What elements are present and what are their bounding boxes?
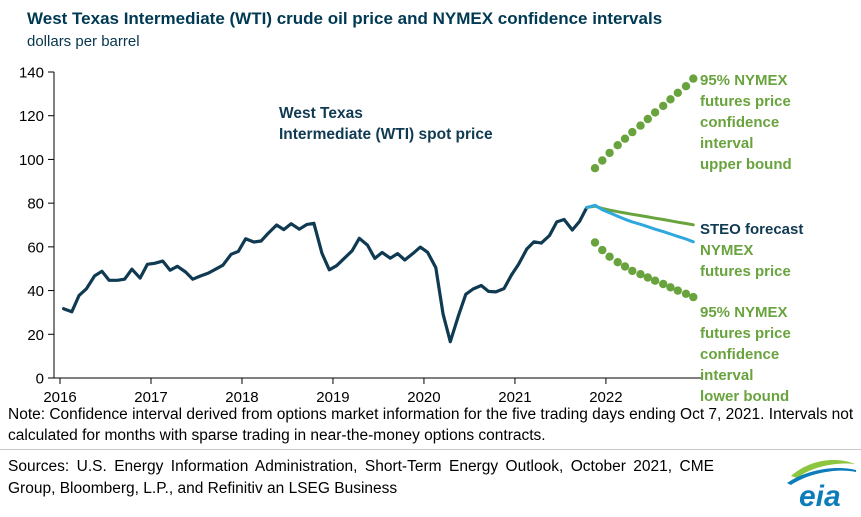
series-dot-95-nymex-futures-price-confidence-interval-upper-bound xyxy=(689,74,698,83)
x-tick-label: 2019 xyxy=(316,389,349,406)
series-95-nymex-futures-price-confidence-interval-upper-bound xyxy=(590,74,698,173)
x-tick-label: 2016 xyxy=(43,389,76,406)
upper-bound-label: 95% NYMEX futures price confidence inter… xyxy=(700,72,792,173)
logo-text: eia xyxy=(799,480,841,510)
note-text: Note: Confidence interval derived from o… xyxy=(8,406,854,444)
series-dot-95-nymex-futures-price-confidence-interval-upper-bound xyxy=(620,134,630,143)
series-dot-95-nymex-futures-price-confidence-interval-upper-bound xyxy=(681,82,691,91)
y-tick-label: 0 xyxy=(36,371,44,388)
eia-logo: eia xyxy=(783,456,859,513)
logo-swoosh-icon xyxy=(787,467,856,485)
series-dot-95-nymex-futures-price-confidence-interval-upper-bound xyxy=(605,148,614,158)
y-tick-label: 60 xyxy=(27,239,44,256)
series-dot-95-nymex-futures-price-confidence-interval-lower-bound xyxy=(659,279,668,289)
series-dot-95-nymex-futures-price-confidence-interval-upper-bound xyxy=(590,164,600,173)
series-dot-95-nymex-futures-price-confidence-interval-lower-bound xyxy=(598,245,607,255)
series-dot-95-nymex-futures-price-confidence-interval-lower-bound xyxy=(613,258,622,267)
series-dot-95-nymex-futures-price-confidence-interval-upper-bound xyxy=(628,127,637,137)
y-tick-label: 40 xyxy=(27,283,44,300)
series-dot-95-nymex-futures-price-confidence-interval-upper-bound xyxy=(673,88,682,97)
logo-leaf-icon xyxy=(791,460,855,478)
x-tick-label: 2020 xyxy=(407,389,440,406)
series-dot-95-nymex-futures-price-confidence-interval-upper-bound xyxy=(613,141,622,150)
lower-bound-label: 95% NYMEX futures price confidence inter… xyxy=(700,304,791,405)
chart-subtitle: dollars per barrel xyxy=(27,33,140,50)
series-dot-95-nymex-futures-price-confidence-interval-lower-bound xyxy=(636,270,645,279)
divider-line xyxy=(0,449,861,450)
series-dot-95-nymex-futures-price-confidence-interval-lower-bound xyxy=(673,286,682,295)
series-dot-95-nymex-futures-price-confidence-interval-lower-bound xyxy=(605,252,614,261)
series-dot-95-nymex-futures-price-confidence-interval-upper-bound xyxy=(636,121,645,130)
series-dot-95-nymex-futures-price-confidence-interval-lower-bound xyxy=(590,238,600,247)
series-line-steo-forecast xyxy=(585,203,695,244)
series-dot-95-nymex-futures-price-confidence-interval-lower-bound xyxy=(650,276,660,285)
y-tick-label: 80 xyxy=(27,196,44,213)
series-dot-95-nymex-futures-price-confidence-interval-lower-bound xyxy=(689,292,698,302)
y-tick-label: 120 xyxy=(19,108,44,125)
series-95-nymex-futures-price-confidence-interval-lower-bound xyxy=(590,238,698,302)
series-dot-95-nymex-futures-price-confidence-interval-lower-bound xyxy=(620,262,630,271)
steo-forecast-label: STEO forecast xyxy=(700,221,804,238)
y-tick-label: 140 xyxy=(19,65,44,82)
series-dot-95-nymex-futures-price-confidence-interval-lower-bound xyxy=(643,273,652,282)
series-dot-95-nymex-futures-price-confidence-interval-upper-bound xyxy=(666,95,675,104)
wti-price-chart: 0 20 40 60 80 100 120 140 2016 2017 2018 2019 2020 20… xyxy=(19,65,701,406)
series-dot-95-nymex-futures-price-confidence-interval-lower-bound xyxy=(681,289,691,298)
spot-price-annotation: West Texas Intermediate (WTI) spot price xyxy=(279,105,493,143)
forecast-labels: STEO forecast NYMEX futures price xyxy=(700,219,858,282)
x-tick-label: 2018 xyxy=(225,389,258,406)
x-tick-label: 2017 xyxy=(134,389,167,406)
series-dot-95-nymex-futures-price-confidence-interval-lower-bound xyxy=(628,266,637,276)
y-tick-label: 100 xyxy=(19,152,44,169)
x-tick-label: 2022 xyxy=(589,389,622,406)
series-dot-95-nymex-futures-price-confidence-interval-upper-bound xyxy=(598,156,607,165)
series-nymex-futures-price xyxy=(585,204,695,227)
series-dot-95-nymex-futures-price-confidence-interval-upper-bound xyxy=(659,101,668,111)
series-dot-95-nymex-futures-price-confidence-interval-upper-bound xyxy=(643,114,652,124)
series-line-west-texas-intermediate-wti-spot-price xyxy=(61,205,589,344)
nymex-futures-label: NYMEX futures price xyxy=(700,242,791,280)
sources-text: Sources: U.S. Energy Information Adminis… xyxy=(8,458,714,497)
chart-title: West Texas Intermediate (WTI) crude oil … xyxy=(27,9,663,28)
series-steo-forecast xyxy=(585,203,695,244)
y-tick-label: 20 xyxy=(27,327,44,344)
series-line-nymex-futures-price xyxy=(585,204,695,227)
series-west-texas-intermediate-wti-spot-price xyxy=(61,205,589,344)
series-dot-95-nymex-futures-price-confidence-interval-lower-bound xyxy=(666,283,675,292)
series-dot-95-nymex-futures-price-confidence-interval-upper-bound xyxy=(650,108,660,117)
x-tick-label: 2021 xyxy=(498,389,531,406)
